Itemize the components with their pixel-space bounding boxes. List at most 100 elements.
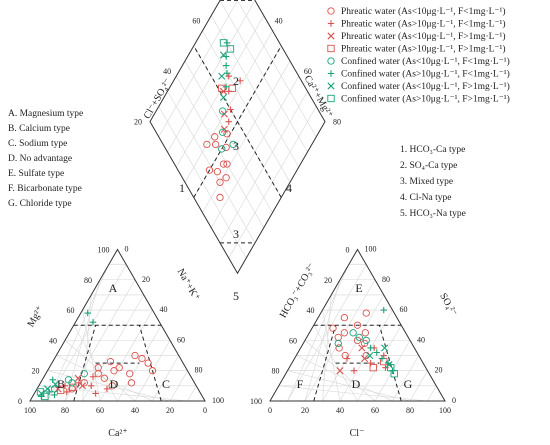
tick-label: 40	[336, 406, 344, 415]
data-point	[203, 140, 211, 149]
list-item: 4. Cl-Na type	[400, 193, 451, 203]
legend-marker	[327, 57, 335, 65]
data-point	[78, 382, 87, 390]
tick-label: 80	[61, 406, 69, 415]
data-point	[329, 324, 337, 332]
tick-label: 100	[98, 245, 110, 254]
tick-label: 20	[32, 367, 40, 376]
data-point	[80, 370, 88, 378]
list-item: 2. SO₄-Ca type	[400, 161, 457, 171]
tick-label: 60	[177, 335, 185, 344]
water-type-list: 1. HCO₃-Ca type 2. SO₄-Ca type 3. Mixed …	[400, 145, 466, 219]
tick-label: 60	[96, 406, 104, 415]
data-point	[103, 385, 111, 393]
data-point	[362, 336, 370, 345]
grid-line	[296, 355, 393, 402]
diamond-region-3-upper: 3	[233, 139, 239, 153]
list-item: 5. HCO₃-Na type	[400, 209, 466, 219]
legend-label: Phreatic water (As<10μg·L⁻¹, F>1mg·L⁻¹)	[341, 31, 506, 42]
data-point	[219, 39, 228, 47]
data-point	[110, 367, 118, 375]
list-item: G. Chloride type	[8, 199, 72, 209]
data-point	[355, 333, 363, 341]
data-point	[369, 364, 377, 372]
data-point	[219, 93, 228, 102]
triangle-outline	[29, 248, 206, 402]
grid-line	[427, 385, 437, 402]
data-point	[219, 51, 228, 59]
diamond-outline	[149, 0, 326, 275]
legend-label: Confined water (As<10μg·L⁻¹, F<1mg·L⁻¹)	[341, 56, 510, 67]
grid-line	[322, 294, 385, 402]
tick-label: 20	[142, 275, 150, 284]
tick-label: 60	[371, 406, 379, 415]
data-point	[211, 133, 219, 141]
legend: Phreatic water (As<10μg·L⁻¹, F<1mg·L⁻¹) P…	[327, 6, 510, 105]
data-point	[106, 357, 115, 366]
tick-label: 100	[365, 244, 377, 253]
data-point	[115, 364, 123, 372]
data-point	[335, 344, 343, 352]
data-point	[84, 309, 91, 317]
data-point	[63, 388, 70, 396]
legend-label: Confined water (As<10μg·L⁻¹, F>1mg·L⁻¹)	[341, 81, 510, 92]
tick-label: 20	[134, 118, 142, 127]
data-point	[138, 354, 146, 363]
tick-label: 0	[452, 396, 456, 405]
tick-label: 40	[417, 335, 425, 344]
data-point	[127, 379, 136, 387]
diamond-upper-left-axis-label: Cl⁻+SO₄²⁻	[142, 77, 174, 121]
tick-label: 100	[24, 406, 36, 415]
tick-label: 20	[435, 366, 443, 375]
data-point	[340, 329, 349, 337]
cation-region-d: D	[110, 377, 119, 391]
tick-label: 40	[307, 306, 315, 315]
data-point	[218, 107, 227, 115]
tick-label: 80	[406, 406, 414, 415]
tick-label: 80	[333, 118, 341, 127]
data-point	[362, 309, 370, 317]
data-point	[222, 83, 230, 91]
tick-label: 0	[125, 244, 129, 253]
data-point	[226, 45, 235, 53]
data-point	[225, 118, 232, 125]
legend-marker	[327, 94, 335, 103]
legend-label: Phreatic water (As>10μg·L⁻¹, F<1mg·L⁻¹)	[341, 19, 506, 30]
list-item: F. Bicarbonate type	[8, 184, 82, 194]
data-point	[334, 333, 342, 341]
anion-region-f: F	[297, 377, 304, 391]
data-point	[144, 359, 152, 367]
legend-marker	[327, 32, 335, 40]
diamond-upper-right-axis-label: Ca²⁺+Mg²⁺	[302, 74, 335, 120]
list-item: A. Magnesium type	[8, 109, 83, 119]
list-item: E. Sulfate type	[8, 168, 64, 179]
anion-region-g: G	[404, 377, 413, 391]
tick-label: 40	[131, 406, 139, 415]
data-point	[126, 370, 134, 378]
tick-label: 80	[382, 275, 390, 284]
data-point	[89, 373, 97, 380]
grid-line	[278, 385, 428, 402]
data-point	[74, 374, 82, 382]
anion-region-d: D	[352, 377, 361, 391]
anion-bottom-axis-label: Cl⁻	[350, 428, 365, 439]
data-point	[36, 388, 45, 396]
data-point	[358, 344, 366, 352]
tick-label: 40	[163, 67, 171, 76]
data-point	[94, 364, 102, 372]
data-point	[218, 145, 226, 153]
legend-label: Phreatic water (As<10μg·L⁻¹, F<1mg·L⁻¹)	[341, 6, 506, 17]
tick-label: 0	[346, 245, 350, 254]
legend-marker	[327, 44, 335, 53]
legend-label: Confined water (As>10μg·L⁻¹, F>1mg·L⁻¹)	[341, 94, 510, 105]
tick-label: 40	[49, 336, 57, 345]
class-line	[138, 325, 162, 402]
class-line	[313, 325, 337, 402]
data-point	[89, 318, 97, 326]
data-point	[334, 339, 342, 348]
data-point	[41, 392, 49, 401]
tick-label: 20	[166, 406, 174, 415]
tick-label: 60	[192, 17, 200, 26]
tick-label: 60	[289, 336, 297, 345]
list-item: D. No advantage	[8, 154, 72, 164]
